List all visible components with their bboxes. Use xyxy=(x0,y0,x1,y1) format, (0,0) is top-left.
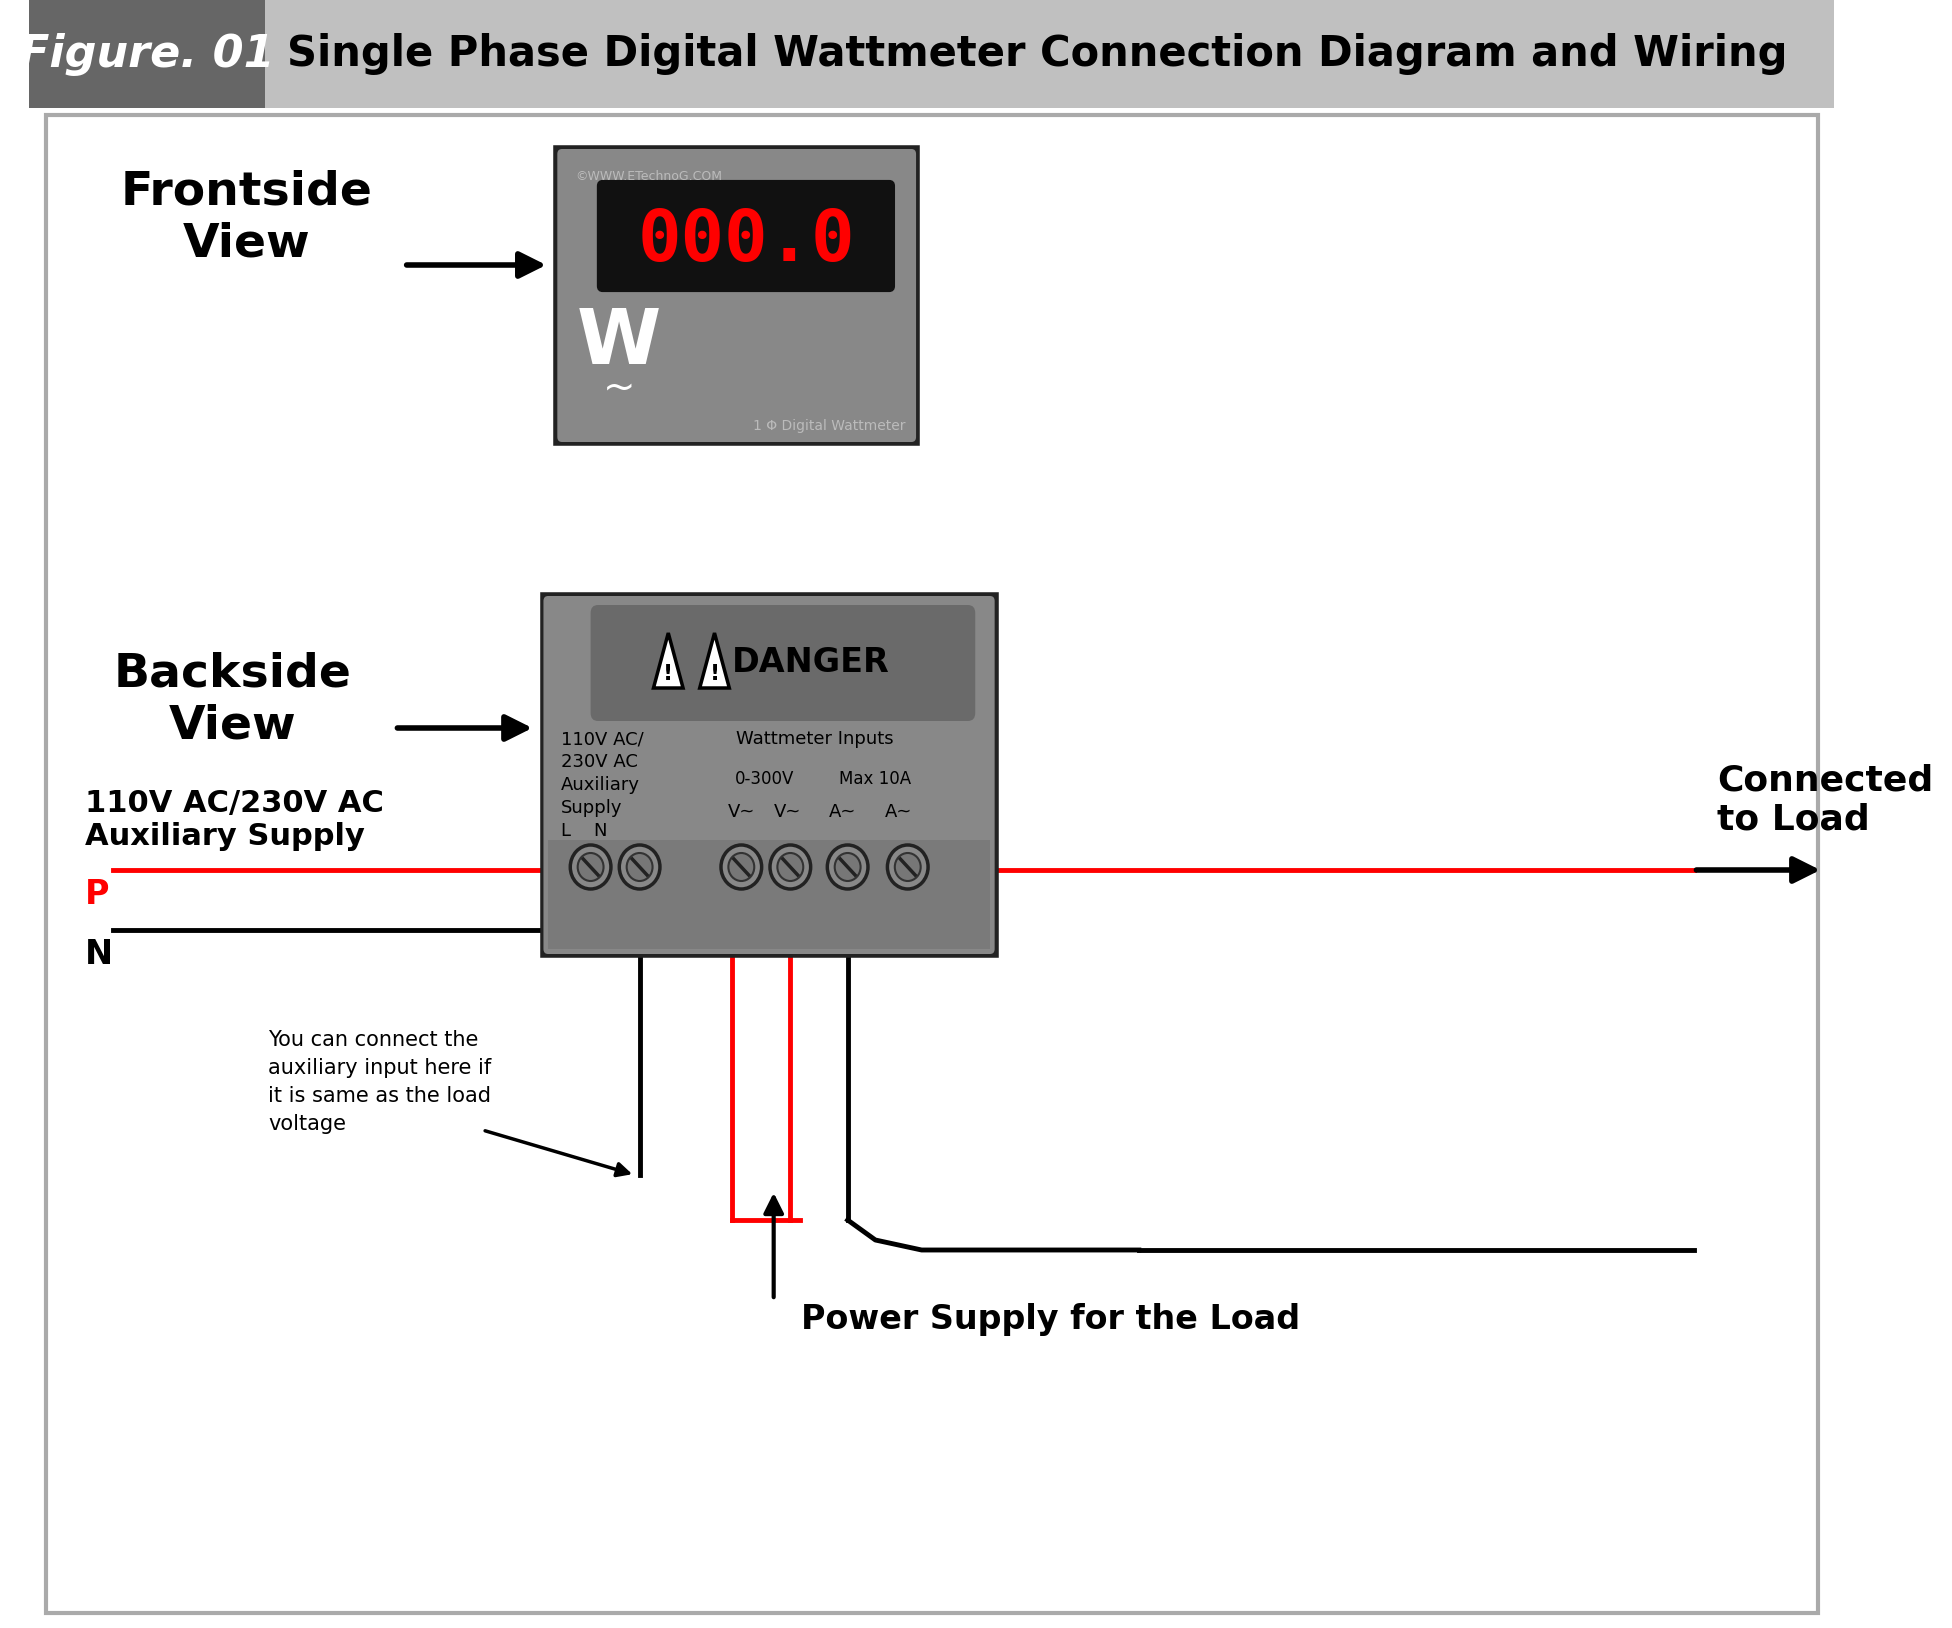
FancyBboxPatch shape xyxy=(591,606,976,721)
FancyBboxPatch shape xyxy=(558,150,915,441)
Text: Supply: Supply xyxy=(560,799,623,817)
Circle shape xyxy=(835,853,861,881)
FancyBboxPatch shape xyxy=(47,116,1817,1613)
Text: !: ! xyxy=(664,664,673,684)
Text: Frontside
View: Frontside View xyxy=(121,169,373,267)
Text: N: N xyxy=(84,938,113,972)
FancyBboxPatch shape xyxy=(599,182,892,290)
Circle shape xyxy=(828,845,869,889)
Text: Auxiliary: Auxiliary xyxy=(560,777,640,794)
Text: 230V AC: 230V AC xyxy=(560,754,638,772)
Text: 110V AC/: 110V AC/ xyxy=(560,729,644,747)
Text: 0-300V: 0-300V xyxy=(734,770,794,788)
Polygon shape xyxy=(654,633,683,689)
Text: Single Phase Digital Wattmeter Connection Diagram and Wiring: Single Phase Digital Wattmeter Connectio… xyxy=(287,33,1788,75)
Text: Connected
to Load: Connected to Load xyxy=(1716,764,1932,837)
Text: DANGER: DANGER xyxy=(732,646,890,679)
FancyBboxPatch shape xyxy=(29,0,1835,107)
Circle shape xyxy=(720,845,761,889)
Text: Figure. 01: Figure. 01 xyxy=(20,33,275,75)
FancyBboxPatch shape xyxy=(549,840,990,949)
Text: ~: ~ xyxy=(603,370,636,407)
FancyBboxPatch shape xyxy=(543,594,996,956)
Circle shape xyxy=(777,853,804,881)
Polygon shape xyxy=(699,633,730,689)
Text: L    N: L N xyxy=(560,822,607,840)
Circle shape xyxy=(570,845,611,889)
Text: Backside
View: Backside View xyxy=(113,651,351,749)
Text: A~: A~ xyxy=(830,803,857,821)
Text: Power Supply for the Load: Power Supply for the Load xyxy=(802,1304,1300,1337)
Text: Wattmeter Inputs: Wattmeter Inputs xyxy=(736,729,894,747)
Circle shape xyxy=(888,845,927,889)
FancyBboxPatch shape xyxy=(556,148,917,443)
Text: You can connect the
auxiliary input here if
it is same as the load
voltage: You can connect the auxiliary input here… xyxy=(267,1031,492,1135)
Circle shape xyxy=(728,853,753,881)
Text: ©WWW.ETechnoG.COM: ©WWW.ETechnoG.COM xyxy=(576,169,722,182)
Text: V~: V~ xyxy=(773,803,800,821)
Text: P: P xyxy=(84,879,109,912)
FancyBboxPatch shape xyxy=(543,596,996,954)
Text: A~: A~ xyxy=(884,803,912,821)
Text: 1 Φ Digital Wattmeter: 1 Φ Digital Wattmeter xyxy=(753,418,906,433)
Text: V~: V~ xyxy=(728,803,755,821)
FancyBboxPatch shape xyxy=(29,0,265,107)
Circle shape xyxy=(619,845,660,889)
Circle shape xyxy=(578,853,603,881)
Circle shape xyxy=(769,845,810,889)
Text: W: W xyxy=(578,306,662,379)
Text: 000.0: 000.0 xyxy=(636,207,855,275)
Text: !: ! xyxy=(709,664,720,684)
Circle shape xyxy=(894,853,921,881)
Text: Max 10A: Max 10A xyxy=(839,770,912,788)
Circle shape xyxy=(627,853,652,881)
Text: 110V AC/230V AC
Auxiliary Supply: 110V AC/230V AC Auxiliary Supply xyxy=(84,788,385,851)
